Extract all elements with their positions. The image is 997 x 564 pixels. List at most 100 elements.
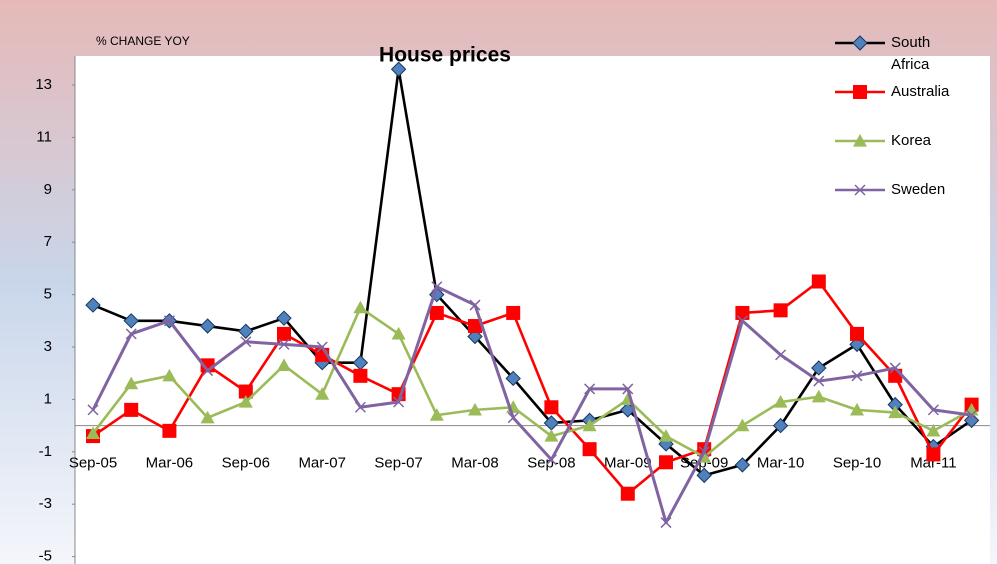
marker	[584, 383, 596, 395]
y-tick-label: 13	[35, 76, 52, 93]
marker	[889, 362, 901, 374]
marker	[926, 423, 941, 437]
marker	[545, 454, 557, 466]
series-line	[91, 285, 972, 525]
marker	[431, 281, 443, 293]
marker	[773, 303, 788, 318]
series-line	[91, 306, 973, 459]
marker	[124, 376, 139, 390]
marker	[696, 467, 712, 484]
marker	[429, 408, 444, 421]
y-tick-label: 5	[44, 286, 52, 303]
x-tick-label: Sep-07	[374, 455, 422, 472]
marker	[429, 305, 444, 320]
marker	[123, 313, 139, 329]
marker	[163, 315, 175, 327]
x-tick-label: Sep-05	[69, 455, 117, 472]
marker	[238, 384, 253, 399]
marker	[811, 389, 826, 403]
marker	[238, 395, 253, 408]
x-tick-label: Mar-06	[146, 455, 194, 472]
marker	[622, 383, 634, 395]
marker	[698, 446, 710, 458]
marker	[963, 412, 980, 429]
marker	[736, 315, 748, 327]
marker	[505, 370, 521, 387]
marker	[125, 328, 137, 340]
marker	[200, 410, 215, 424]
marker	[813, 375, 825, 387]
marker	[775, 349, 787, 361]
marker	[199, 318, 216, 334]
marker	[469, 299, 481, 311]
marker	[582, 442, 597, 457]
plot-area	[75, 56, 990, 564]
chart-title: House prices	[379, 44, 511, 67]
marker	[735, 305, 750, 320]
x-tick-label: Sep-06	[222, 455, 270, 472]
marker	[850, 402, 864, 416]
marker	[926, 447, 941, 462]
y-tick-label: 3	[44, 338, 52, 355]
marker	[278, 338, 290, 350]
y-tick-label: 9	[44, 181, 52, 198]
marker	[468, 319, 482, 334]
marker	[773, 395, 788, 408]
marker	[853, 85, 867, 99]
x-tick-label: Sep-09	[680, 455, 728, 472]
marker	[544, 400, 559, 415]
legend-label: Sweden	[891, 181, 945, 198]
y-tick-label: 11	[36, 128, 52, 145]
marker	[507, 412, 519, 424]
marker	[659, 455, 673, 470]
marker	[506, 305, 521, 320]
marker	[850, 326, 864, 341]
marker	[240, 336, 252, 348]
marker	[276, 310, 292, 326]
marker	[354, 401, 366, 413]
marker	[772, 417, 789, 434]
marker	[735, 418, 750, 432]
marker	[852, 35, 868, 51]
marker	[316, 341, 328, 353]
y-axis-label: % CHANGE YOY	[96, 34, 190, 48]
marker	[353, 368, 368, 383]
y-tick-label: -5	[39, 548, 52, 564]
marker	[238, 323, 254, 339]
legend-label: Korea	[891, 132, 932, 149]
marker	[927, 404, 939, 416]
marker	[851, 370, 863, 382]
marker	[854, 184, 866, 196]
marker	[544, 429, 559, 442]
marker	[620, 486, 635, 501]
marker	[162, 423, 177, 438]
marker	[315, 387, 330, 400]
marker	[393, 396, 405, 408]
marker	[659, 429, 673, 442]
legend-label: South Africa	[891, 34, 930, 73]
y-tick-label: 1	[44, 390, 52, 407]
marker	[162, 368, 177, 382]
marker	[124, 402, 139, 417]
y-tick-label: 7	[44, 233, 52, 250]
marker	[811, 274, 826, 289]
marker	[87, 404, 99, 416]
x-tick-label: Sep-08	[527, 455, 575, 472]
marker	[582, 418, 597, 432]
x-tick-label: Mar-10	[757, 455, 805, 472]
x-tick-label: Mar-09	[604, 455, 652, 472]
x-tick-label: Mar-11	[910, 455, 956, 472]
marker	[202, 365, 214, 377]
x-tick-label: Mar-07	[298, 455, 346, 472]
x-tick-label: Sep-10	[833, 455, 881, 472]
y-tick-label: -3	[39, 495, 52, 512]
marker	[966, 409, 978, 421]
marker	[811, 360, 827, 376]
y-tick-label: -1	[39, 443, 52, 460]
marker	[888, 405, 903, 419]
marker	[468, 402, 482, 416]
marker	[277, 326, 291, 341]
marker	[85, 297, 101, 313]
marker	[660, 517, 672, 529]
